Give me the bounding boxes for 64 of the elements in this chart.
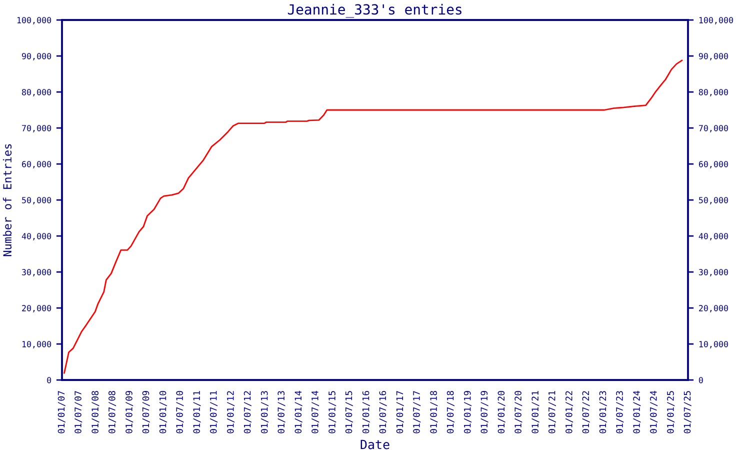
x-tick-label: 01/07/18 bbox=[446, 390, 454, 434]
x-tick-label: 01/07/16 bbox=[379, 391, 387, 434]
x-tick-label: 01/07/19 bbox=[480, 391, 488, 434]
y-tick-label: 50,000 bbox=[22, 197, 52, 204]
y-tick-label: 60,000 bbox=[22, 161, 52, 168]
x-tick-label: 01/07/15 bbox=[345, 391, 353, 434]
x-tick-label: 01/01/08 bbox=[92, 390, 100, 434]
x-tick-label: 01/07/13 bbox=[278, 391, 286, 434]
x-tick-label: 01/01/18 bbox=[430, 390, 438, 434]
y-tick-label: 40,000 bbox=[22, 233, 52, 240]
x-tick-label: 01/07/10 bbox=[176, 391, 184, 434]
y-tick-label: 0 bbox=[47, 377, 52, 384]
x-tick-label: 01/01/11 bbox=[193, 391, 201, 434]
x-tick-label: 01/07/09 bbox=[142, 391, 150, 434]
x-tick-label: 01/07/17 bbox=[413, 391, 421, 434]
y-tick-label: 70,000 bbox=[22, 125, 52, 132]
x-tick-label: 01/07/21 bbox=[548, 391, 556, 434]
y-tick-label: 10,000 bbox=[22, 341, 52, 348]
y2-tick-label: 60,000 bbox=[698, 161, 728, 168]
y-tick-label: 30,000 bbox=[22, 269, 52, 276]
y2-tick-label: 20,000 bbox=[699, 305, 728, 312]
x-tick-label: 01/01/19 bbox=[464, 391, 472, 434]
x-tick-label: 01/01/23 bbox=[599, 391, 607, 434]
x-tick-label: 01/01/12 bbox=[227, 391, 235, 434]
x-tick-label: 01/01/14 bbox=[294, 390, 302, 434]
y-tick-label: 100,000 bbox=[17, 17, 52, 24]
x-tick-label: 01/07/08 bbox=[108, 390, 116, 434]
y2-tick-label: 40,000 bbox=[698, 233, 728, 240]
y-tick-label: 90,000 bbox=[22, 53, 52, 60]
x-tick-label: 01/01/15 bbox=[328, 391, 336, 434]
x-tick-label: 01/01/07 bbox=[58, 391, 66, 434]
x-tick-label: 01/07/20 bbox=[514, 391, 522, 434]
y-tick-label: 20,000 bbox=[22, 305, 52, 312]
x-tick-label: 01/07/22 bbox=[582, 391, 590, 434]
y2-tick-label: 70,000 bbox=[698, 125, 728, 132]
y2-tick-label: 80,000 bbox=[698, 89, 728, 96]
x-tick-label: 01/01/10 bbox=[159, 391, 167, 434]
y2-tick-label: 0 bbox=[698, 377, 703, 384]
x-tick-label: 01/07/23 bbox=[616, 391, 624, 434]
x-axis-title: Date bbox=[360, 440, 390, 450]
x-tick-label: 01/01/09 bbox=[126, 391, 134, 434]
x-tick-label: 01/07/12 bbox=[244, 391, 252, 434]
x-tick-label: 01/07/07 bbox=[74, 391, 82, 434]
x-tick-label: 01/07/14 bbox=[312, 390, 320, 434]
x-tick-label: 01/07/24 bbox=[650, 390, 658, 434]
x-tick-label: 01/01/22 bbox=[565, 391, 574, 434]
x-tick-label: 01/01/17 bbox=[396, 391, 404, 434]
x-tick-label: 01/01/25 bbox=[667, 391, 675, 434]
y2-tick-label: 90,000 bbox=[698, 53, 728, 60]
x-tick-label: 01/01/20 bbox=[498, 391, 506, 434]
x-tick-label: 01/01/21 bbox=[532, 391, 540, 434]
y2-tick-label: 10,000 bbox=[699, 341, 728, 348]
x-tick-label: 01/07/11 bbox=[210, 391, 218, 434]
y2-tick-label: 100,000 bbox=[699, 17, 733, 24]
y-tick-label: 80,000 bbox=[22, 89, 52, 96]
y2-tick-label: 30,000 bbox=[698, 269, 728, 276]
x-tick-label: 01/01/13 bbox=[260, 391, 268, 434]
x-tick-label: 01/01/16 bbox=[362, 391, 370, 434]
chart-title: Jeannie_333's entries bbox=[288, 4, 462, 18]
x-tick-label: 01/07/25 bbox=[684, 391, 692, 434]
x-tick-label: 01/01/24 bbox=[633, 390, 641, 434]
y-axis-title: Number of Entries bbox=[2, 144, 12, 256]
line-series bbox=[64, 60, 683, 374]
y2-tick-label: 50,000 bbox=[699, 197, 728, 204]
